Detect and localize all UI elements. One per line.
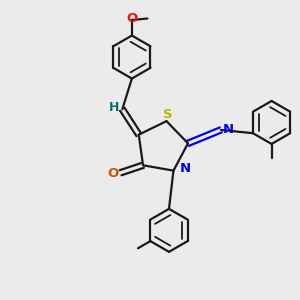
Text: N: N — [223, 123, 234, 136]
Text: H: H — [109, 101, 119, 114]
Text: S: S — [163, 108, 173, 121]
Text: O: O — [126, 12, 137, 25]
Text: N: N — [179, 162, 191, 175]
Text: O: O — [107, 167, 118, 180]
